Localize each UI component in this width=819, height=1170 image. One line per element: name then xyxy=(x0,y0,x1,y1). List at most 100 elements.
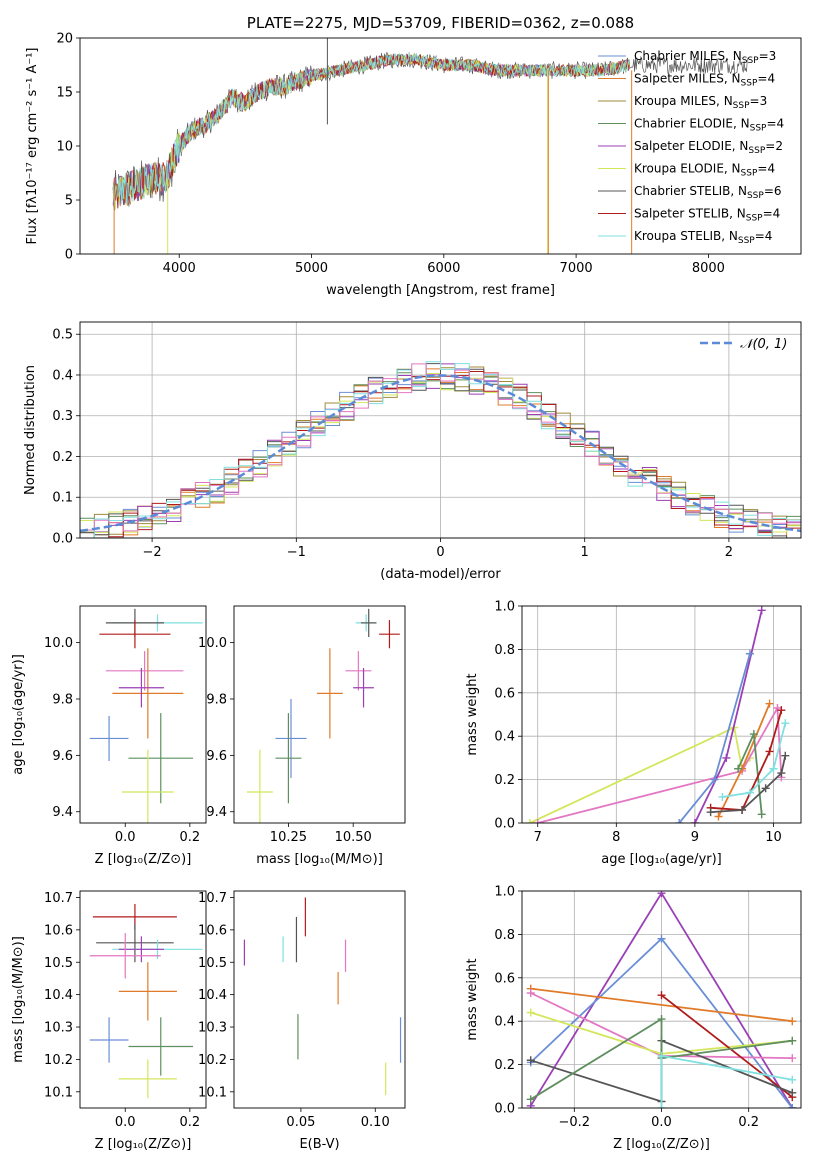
weight-marker xyxy=(675,819,684,823)
axes-frame xyxy=(521,605,802,824)
legend-ssp: SSP xyxy=(742,56,759,66)
y-tick-label: 10.1 xyxy=(44,1085,73,1100)
y-tick-label: 10.1 xyxy=(198,1085,227,1100)
weight-marker xyxy=(788,1075,797,1084)
y-tick-label: 0.2 xyxy=(494,773,515,788)
x-tick-label: 10.25 xyxy=(270,830,307,845)
axes-frame xyxy=(233,890,406,1109)
weight-marker xyxy=(706,808,715,817)
y-tick-label: 10.0 xyxy=(198,636,227,651)
weight-marker xyxy=(657,934,666,943)
legend-series-name: Chabrier ELODIE, xyxy=(634,117,741,131)
weight-marker xyxy=(765,747,774,756)
y-tick-label: 10.0 xyxy=(44,636,73,651)
weight-marker xyxy=(761,784,770,793)
y-tick-label: 0.4 xyxy=(494,730,515,745)
weight-marker xyxy=(657,1015,666,1024)
y-tick-label: 10.6 xyxy=(44,923,73,938)
legend-nssp: 4 xyxy=(767,162,775,176)
y-tick-label: 0.0 xyxy=(494,1102,515,1117)
legend-series-name: Salpeter STELIB, xyxy=(634,207,737,221)
legend-n: N xyxy=(732,72,741,86)
weight-marker xyxy=(788,1104,797,1108)
weight-marker xyxy=(690,819,699,823)
legend-eq: = xyxy=(764,184,774,198)
legend-n: N xyxy=(737,207,746,221)
legend-ssp: SSP xyxy=(738,236,755,246)
y-tick-label: 10.5 xyxy=(44,956,73,971)
legend-n: N xyxy=(741,117,750,131)
legend-entry: Chabrier STELIB, NSSP=6 xyxy=(634,184,782,201)
legend-entry: Chabrier ELODIE, NSSP=4 xyxy=(634,117,784,134)
y-tick-label: 9.6 xyxy=(206,749,227,764)
x-axis-label: Z [log₁₀(Z/Z⊙)] xyxy=(613,1137,710,1152)
error-bars xyxy=(89,608,203,823)
weight-marker xyxy=(781,719,790,728)
legend-series-name: Salpeter MILES, xyxy=(634,72,732,86)
legend-series-name: Chabrier MILES, xyxy=(634,49,733,63)
x-tick-label: 10 xyxy=(765,830,782,845)
weight-marker xyxy=(526,1008,535,1017)
y-tick-label: 0.2 xyxy=(52,450,73,465)
x-tick-label: 7 xyxy=(534,830,542,845)
axes-frame xyxy=(233,605,406,824)
x-tick-label: −1 xyxy=(287,545,306,560)
weight-marker xyxy=(722,753,731,762)
y-tick-label: 0.3 xyxy=(52,409,73,424)
weight-marker xyxy=(745,788,754,797)
panel-5: 0.0 0.2 10.1 10.2 10.3 10.4 10.5 10.6 10.7 Z [log… xyxy=(11,890,207,1152)
weight-marker xyxy=(745,649,754,658)
legend-n: N xyxy=(738,184,747,198)
legend-ssp: SSP xyxy=(733,101,750,111)
y-tick-label: 0.6 xyxy=(494,686,515,701)
panel-4: 7 8 9 10 0.0 0.2 0.4 0.6 0.8 1.0 age [log₁₀(age/yr… xyxy=(465,600,802,867)
weight-marker xyxy=(788,1017,797,1026)
weight-marker xyxy=(781,751,790,760)
legend-ssp: SSP xyxy=(748,146,765,156)
weight-marker xyxy=(765,699,774,708)
y-tick-label: 9.4 xyxy=(52,805,73,820)
x-tick-label: 8 xyxy=(612,830,620,845)
x-tick-label: 0.0 xyxy=(651,1115,672,1130)
y-tick-label: 0 xyxy=(65,248,73,263)
x-axis-label: mass [log₁₀(M/M⊙)] xyxy=(256,852,383,867)
axes-frame xyxy=(79,890,207,1109)
y-tick-label: 1.0 xyxy=(494,600,515,615)
weight-marker xyxy=(738,805,747,814)
weight-marker xyxy=(533,819,542,823)
y-tick-label: 10 xyxy=(56,140,73,155)
x-tick-label: −0.2 xyxy=(559,1115,591,1130)
weight-marker xyxy=(734,764,743,773)
x-tick-label: 0.2 xyxy=(738,1115,759,1130)
legend-entry: Salpeter ELODIE, NSSP=2 xyxy=(634,139,783,156)
legend-eq: = xyxy=(755,229,765,243)
axes-frame xyxy=(79,321,802,539)
weight-series-line xyxy=(660,994,793,1098)
legend-entry: Kroupa ELODIE, NSSP=4 xyxy=(634,162,775,179)
legend-ssp: SSP xyxy=(746,214,763,224)
panel-7: −0.2 0.0 0.2 0.0 0.2 0.4 0.6 0.8 1.0 Z [log₁₀(Z/Z… xyxy=(465,885,802,1152)
legend-ssp: SSP xyxy=(747,191,764,201)
weight-series-line xyxy=(710,709,783,811)
legend-nssp: 4 xyxy=(777,117,785,131)
y-tick-label: 0.6 xyxy=(494,971,515,986)
axes-frame xyxy=(521,890,802,1109)
weight-marker xyxy=(777,706,786,715)
y-tick-label: 9.8 xyxy=(52,693,73,708)
y-tick-label: 15 xyxy=(56,86,73,101)
weight-marker xyxy=(657,891,666,898)
spectrum-series-8 xyxy=(112,53,630,206)
x-tick-label: 10.50 xyxy=(335,830,372,845)
legend-n: N xyxy=(733,49,742,63)
weight-marker xyxy=(525,819,534,823)
legend-nssp: 4 xyxy=(765,229,773,243)
axes-frame xyxy=(79,605,207,824)
x-axis-label: age [log₁₀(age/yr)] xyxy=(601,852,722,867)
histograms xyxy=(80,361,801,538)
legend-series-name: Chabrier STELIB, xyxy=(634,184,738,198)
legend-series-name: Kroupa ELODIE, xyxy=(634,162,732,176)
weight-lines xyxy=(525,606,790,823)
legend-ssp: SSP xyxy=(741,79,758,89)
x-tick-label: 8000 xyxy=(692,261,725,276)
y-axis-label: mass weight xyxy=(465,958,480,1040)
